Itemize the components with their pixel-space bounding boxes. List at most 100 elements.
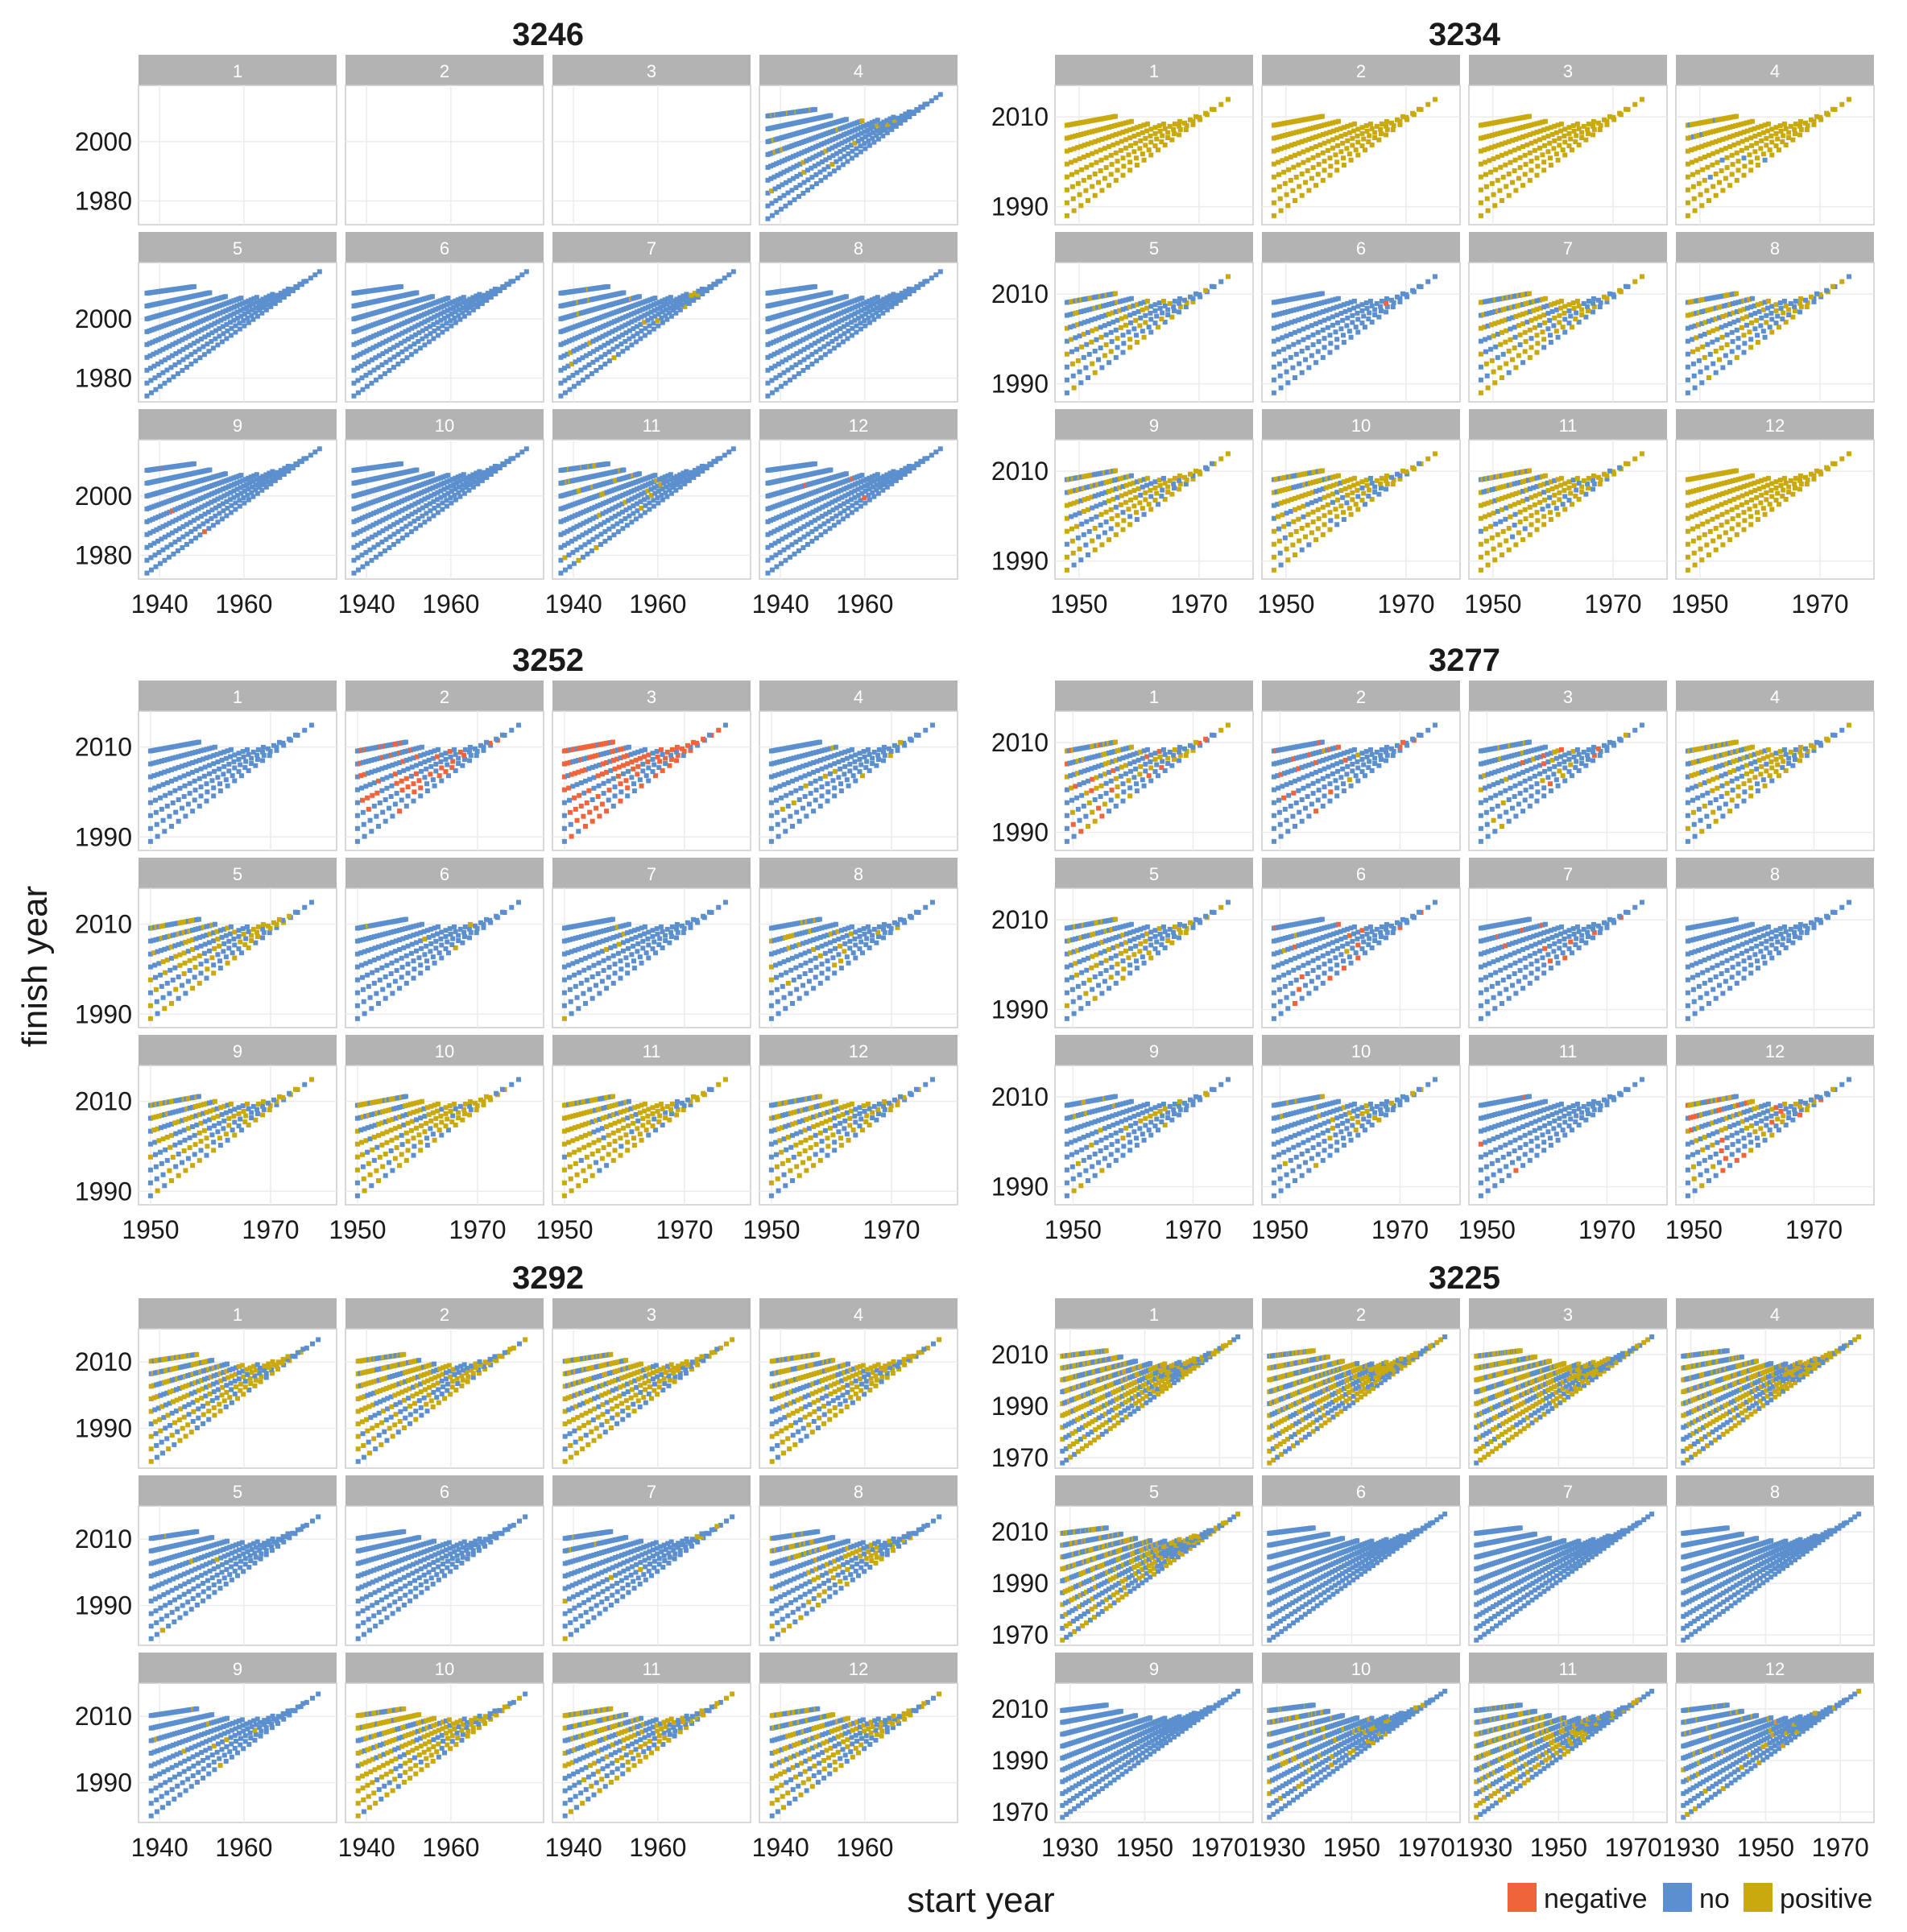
- data-point: [180, 367, 185, 373]
- facet-strip-label: 6: [440, 238, 449, 259]
- data-point: [1123, 120, 1128, 126]
- data-point: [849, 135, 854, 141]
- data-point: [1136, 308, 1141, 314]
- data-point: [611, 319, 617, 325]
- data-point: [1152, 130, 1158, 136]
- data-point: [254, 472, 259, 478]
- data-point: [609, 338, 614, 344]
- data-point: [1623, 283, 1628, 289]
- data-point: [769, 567, 775, 573]
- data-point: [668, 472, 673, 478]
- data-point: [1533, 316, 1538, 321]
- data-point: [765, 367, 771, 373]
- data-point: [862, 495, 867, 501]
- data-point: [382, 506, 387, 511]
- data-point: [1089, 317, 1094, 323]
- data-point: [677, 299, 683, 304]
- data-point: [1601, 117, 1607, 122]
- data-point: [227, 320, 233, 325]
- data-point: [796, 506, 801, 511]
- data-point: [1790, 314, 1796, 320]
- data-point: [918, 104, 924, 110]
- data-point: [1334, 345, 1340, 350]
- data-point: [790, 331, 796, 337]
- data-point: [1297, 129, 1302, 134]
- data-point: [1305, 126, 1310, 132]
- data-point: [1552, 300, 1557, 306]
- data-point: [872, 118, 878, 124]
- data-point: [788, 343, 793, 349]
- data-point: [1797, 123, 1803, 129]
- data-point: [385, 327, 391, 333]
- data-point: [151, 540, 157, 546]
- data-point: [825, 164, 831, 170]
- data-point: [1167, 123, 1173, 129]
- data-point: [1143, 143, 1148, 148]
- data-point: [1152, 308, 1158, 313]
- data-point: [383, 349, 389, 354]
- data-point: [1155, 502, 1160, 507]
- data-point: [147, 543, 153, 548]
- data-point: [1492, 321, 1498, 326]
- data-point: [209, 330, 215, 336]
- data-point: [169, 530, 175, 536]
- data-point: [1569, 325, 1574, 330]
- data-point: [661, 303, 667, 308]
- data-point: [1596, 120, 1602, 126]
- data-point: [1171, 126, 1177, 132]
- data-point: [402, 320, 407, 325]
- data-point: [1274, 134, 1280, 140]
- data-point: [448, 483, 453, 489]
- data-point: [192, 507, 198, 513]
- data-point: [1131, 126, 1136, 131]
- data-point: [834, 513, 839, 519]
- data-point: [1839, 279, 1845, 284]
- data-point: [1103, 165, 1109, 171]
- data-point: [893, 300, 899, 306]
- data-point: [1528, 300, 1534, 305]
- data-point: [1379, 121, 1384, 126]
- data-point: [1597, 127, 1603, 133]
- data-point: [229, 325, 234, 331]
- data-point: [1591, 296, 1596, 301]
- data-point: [407, 521, 413, 527]
- data-point: [186, 511, 192, 516]
- data-point: [1495, 308, 1500, 314]
- data-point: [1522, 172, 1528, 177]
- data-point: [1698, 156, 1703, 162]
- data-point: [624, 523, 630, 528]
- data-point: [1299, 316, 1305, 321]
- data-point: [1064, 213, 1069, 218]
- data-point: [800, 337, 806, 342]
- data-point: [891, 292, 896, 297]
- data-point: [775, 172, 780, 178]
- data-point: [390, 512, 395, 518]
- data-point: [1069, 361, 1075, 366]
- data-point: [638, 321, 643, 327]
- data-point: [357, 516, 362, 522]
- data-point: [1126, 329, 1131, 335]
- data-point: [1748, 159, 1754, 165]
- data-point: [1515, 303, 1520, 308]
- data-point: [799, 327, 805, 333]
- facet-strip-label: 10: [435, 416, 454, 436]
- data-point: [247, 480, 253, 486]
- data-point: [246, 320, 251, 325]
- data-point: [918, 281, 924, 287]
- data-point: [783, 534, 788, 540]
- data-point: [598, 522, 603, 527]
- data-point: [409, 334, 415, 340]
- data-point: [1305, 157, 1311, 163]
- data-point: [1527, 150, 1533, 155]
- data-point: [215, 342, 221, 348]
- data-point: [1734, 177, 1739, 183]
- data-point: [558, 519, 564, 524]
- data-point: [1591, 309, 1596, 315]
- data-point: [171, 374, 176, 379]
- data-point: [1293, 329, 1297, 335]
- data-point: [448, 318, 453, 324]
- facet-strip: [759, 409, 958, 440]
- data-point: [213, 328, 218, 333]
- data-point: [478, 295, 483, 300]
- data-point: [500, 461, 506, 467]
